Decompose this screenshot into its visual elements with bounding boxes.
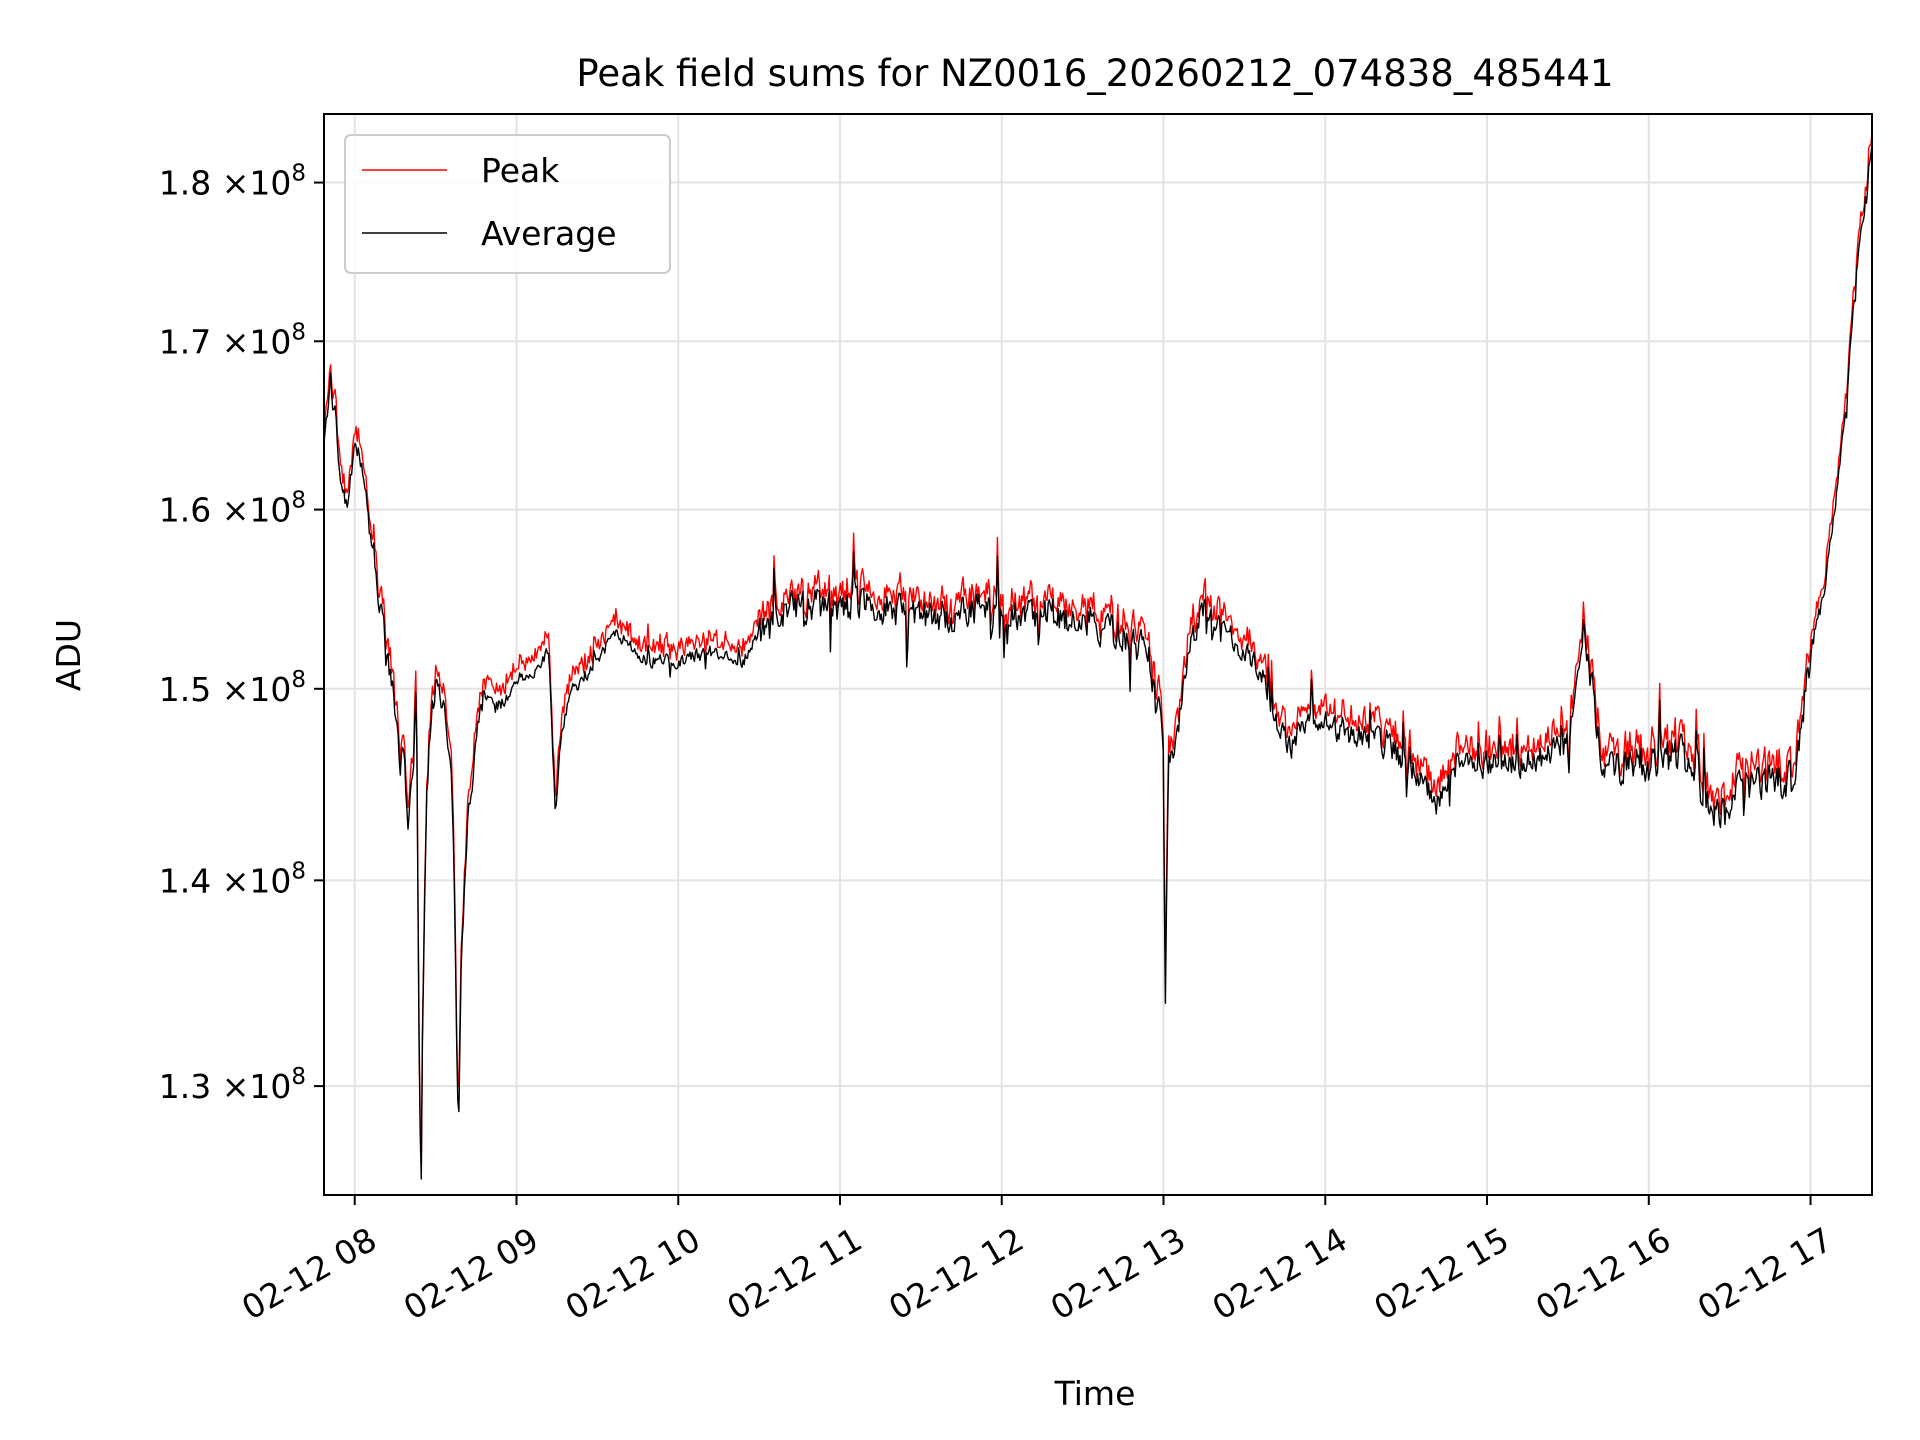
plot-frame — [323, 113, 1873, 1196]
y-tick-label: 1.7 ×108 — [159, 319, 306, 361]
y-tick-label: 1.5 ×108 — [159, 667, 306, 709]
series-average-line — [323, 144, 1873, 1180]
y-axis: 1.3 ×108 1.4 ×108 1.5 ×108 1.6 ×108 1.7 ×108… — [159, 161, 324, 1106]
chart-title: Peak field sums for NZ0016_20260212_0748… — [576, 52, 1613, 95]
y-tick-label: 1.4 ×108 — [159, 858, 306, 900]
x-axis-label: Time — [1054, 1374, 1136, 1413]
series-lines — [323, 131, 1873, 1180]
y-tick-label: 1.8 ×108 — [159, 161, 306, 203]
grid-lines — [324, 114, 1872, 1195]
legend: Peak Average — [344, 134, 671, 274]
y-tick-label: 1.3 ×108 — [159, 1064, 306, 1106]
legend-average-label: Average — [481, 214, 617, 253]
series-peak-line — [323, 131, 1873, 1169]
y-tick-label: 1.6 ×108 — [159, 488, 306, 530]
y-axis-label: ADU — [49, 619, 88, 691]
legend-peak-label: Peak — [481, 151, 560, 190]
